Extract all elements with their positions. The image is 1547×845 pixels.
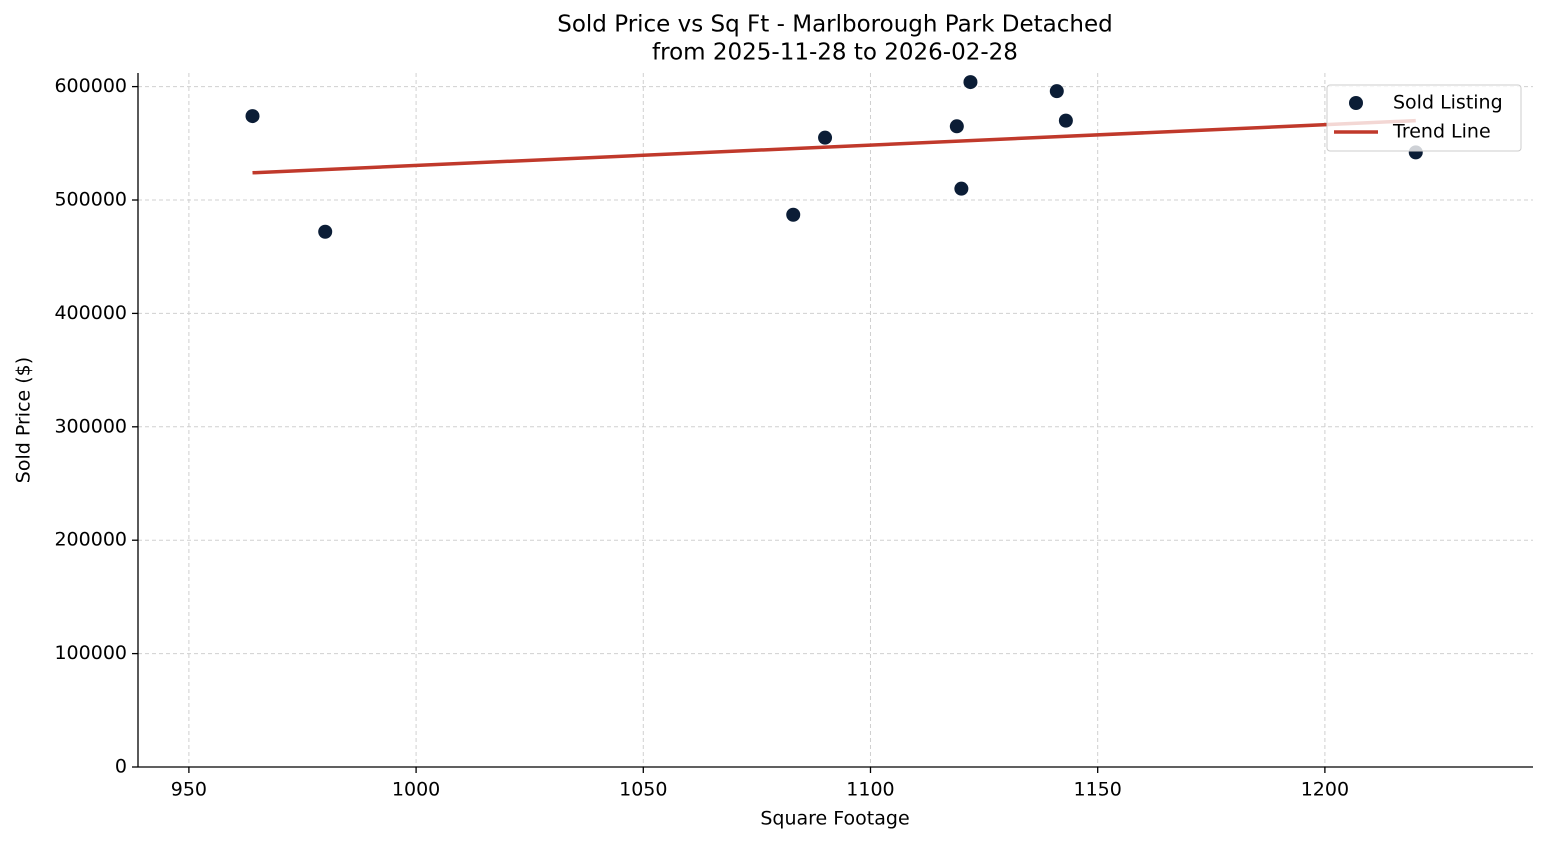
y-tick-label: 0	[115, 756, 127, 778]
legend-label: Sold Listing	[1393, 92, 1503, 114]
x-tick-label: 1000	[392, 779, 440, 801]
legend-marker	[1349, 96, 1363, 110]
marks	[245, 75, 1423, 239]
x-tick-label: 1150	[1074, 779, 1122, 801]
legend: Sold Listing Trend Line	[1326, 84, 1522, 152]
y-tick-label: 500000	[54, 189, 127, 211]
chart-title: Sold Price vs Sq Ft - Marlborough Park D…	[557, 12, 1112, 38]
data-point	[818, 130, 833, 145]
x-axis-label: Square Footage	[760, 808, 909, 830]
x-tick-label: 950	[171, 779, 207, 801]
y-axis-label: Sold Price ($)	[13, 357, 35, 483]
data-point	[318, 224, 333, 239]
grid	[138, 73, 1533, 768]
data-point	[1049, 84, 1064, 99]
y-tick-label: 400000	[54, 302, 127, 324]
y-tick-label: 600000	[54, 75, 127, 97]
x-tick-label: 1050	[619, 779, 667, 801]
legend-box	[1326, 84, 1522, 152]
x-tick-label: 1200	[1301, 779, 1349, 801]
y-tick-label: 100000	[54, 642, 127, 664]
x-tick-label: 1100	[846, 779, 894, 801]
y-tick-label: 300000	[54, 415, 127, 437]
data-point	[1058, 113, 1073, 128]
y-tick-label: 200000	[54, 529, 127, 551]
data-point	[954, 181, 969, 196]
legend-label: Trend Line	[1392, 121, 1491, 143]
data-point	[786, 207, 801, 222]
data-point	[949, 119, 964, 134]
trend-line	[252, 118, 1416, 175]
chart-subtitle: from 2025-11-28 to 2026-02-28	[652, 40, 1018, 66]
data-point	[245, 109, 260, 124]
data-point	[963, 75, 978, 90]
